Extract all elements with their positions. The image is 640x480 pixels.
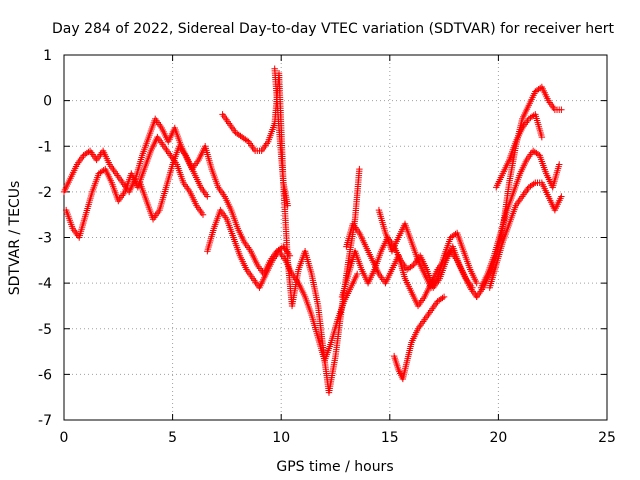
y-tick-label: -3 [38, 231, 52, 247]
data-point [234, 130, 241, 137]
data-point [434, 298, 441, 305]
x-tick-label: 15 [381, 430, 399, 446]
series-track-f [271, 65, 363, 396]
data-point [538, 133, 546, 141]
data-point [81, 151, 89, 158]
y-axis-label: SDTVAR / TECUs [7, 181, 23, 296]
y-tick-label: -1 [38, 139, 52, 155]
series-track-b [62, 133, 207, 241]
y-tick-label: -7 [38, 413, 52, 429]
data-point [199, 211, 207, 218]
series-track-m [486, 179, 565, 291]
data-point [525, 184, 533, 191]
data-point [238, 133, 246, 141]
data-point [407, 263, 414, 271]
data-point [558, 106, 565, 113]
data-point [403, 266, 411, 273]
data-point [97, 169, 104, 176]
data-point [440, 293, 448, 301]
data-point [80, 152, 87, 159]
data-point [556, 161, 563, 168]
series-track-i [375, 206, 480, 291]
series-track-d [204, 206, 361, 364]
data-point [533, 149, 540, 157]
data-point [525, 115, 533, 123]
data-point [527, 182, 534, 190]
data-point [527, 114, 534, 121]
chart-title: Day 284 of 2022, Sidereal Day-to-day VTE… [52, 21, 614, 37]
y-tick-label: -2 [38, 185, 52, 201]
y-tick-label: -6 [38, 367, 52, 383]
data-point [204, 193, 211, 200]
data-point [532, 88, 539, 95]
x-tick-label: 0 [60, 430, 69, 446]
x-axis-label: GPS time / hours [276, 459, 393, 475]
data-point [278, 244, 285, 251]
data-point [447, 234, 454, 241]
data-point [237, 132, 244, 140]
data-point [436, 297, 443, 304]
data-point [243, 137, 251, 144]
data-point [240, 135, 247, 142]
data-point [354, 270, 361, 278]
data-point [533, 87, 541, 94]
data-point [242, 136, 249, 143]
data-point [284, 202, 291, 209]
data-point [531, 148, 538, 156]
series-track-l [477, 147, 563, 291]
y-tick-label: 1 [43, 48, 52, 64]
data-point [449, 233, 456, 240]
y-tick-label: 0 [43, 94, 52, 110]
data-point [529, 147, 537, 155]
x-tick-label: 10 [272, 430, 290, 446]
data-point [408, 262, 416, 270]
data-point [232, 129, 239, 136]
data-point [85, 148, 92, 156]
data-point [235, 131, 243, 139]
series-track-h [343, 220, 480, 310]
x-tick-label: 5 [168, 430, 177, 446]
data-point [439, 294, 446, 302]
y-tick-label: -4 [38, 276, 52, 292]
data-point [558, 193, 565, 200]
series-track-n [493, 111, 546, 191]
data-point [437, 295, 445, 303]
series-track-c [136, 143, 294, 278]
series-track-j [390, 293, 448, 383]
data-point [95, 170, 102, 177]
data-point [473, 279, 480, 287]
x-tick-label: 20 [489, 430, 507, 446]
series-track-g [338, 234, 476, 301]
y-tick-label: -5 [38, 322, 52, 338]
data-point [405, 265, 413, 272]
data-point [356, 165, 363, 173]
x-tick-label: 25 [598, 430, 616, 446]
data-point [528, 181, 536, 189]
data-point [530, 180, 537, 188]
data-layer [60, 65, 565, 396]
